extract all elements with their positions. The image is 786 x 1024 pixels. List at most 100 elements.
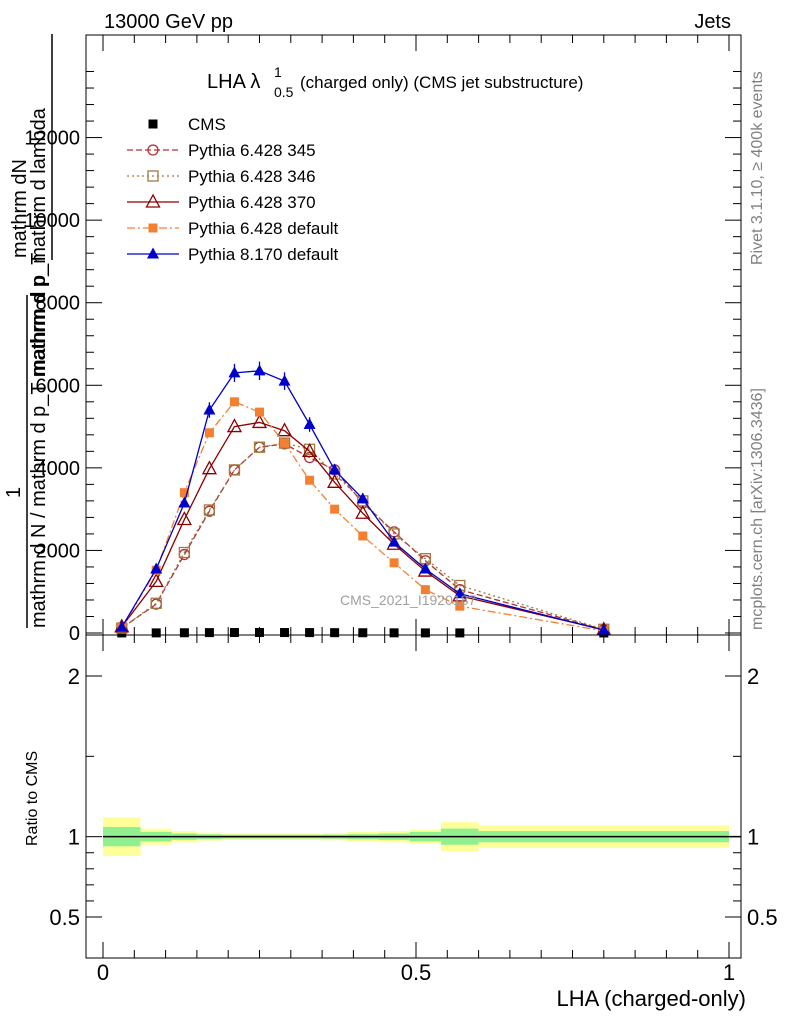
series-point-2 (228, 464, 241, 476)
ratio-bands (103, 817, 741, 856)
series-point-2 (253, 441, 266, 453)
main-ticks: 0 2000 4000 6000 8000 10000 12000 (24, 35, 741, 645)
legend-label: Pythia 6.428 345 (188, 141, 316, 160)
series-point-2 (203, 504, 216, 516)
series-point-5 (178, 496, 191, 508)
series-point-5 (303, 418, 316, 430)
legend-marker (147, 170, 159, 182)
series-point-3 (327, 473, 343, 488)
series-point-4 (255, 407, 264, 417)
series-point-5 (228, 366, 241, 378)
chart-watermark: CMS_2021_I1920187 (340, 592, 476, 608)
series-point-4 (330, 504, 340, 514)
series-line-4 (121, 401, 604, 632)
header-left: 13000 GeV pp (104, 11, 233, 33)
ratio-xtick-label: 0.5 (401, 960, 432, 985)
title-main: LHA λ (207, 71, 260, 93)
series-point-2 (178, 546, 191, 559)
ratio-xtick-label: 0 (97, 960, 109, 985)
series-point-5 (115, 620, 128, 632)
ratio-ytick-label-right: 2 (747, 664, 759, 689)
legend-label: Pythia 8.170 default (188, 245, 339, 264)
series-point-0 (305, 628, 315, 638)
ratio-ylabel: Ratio to CMS (24, 751, 41, 846)
series-point-4 (179, 488, 189, 498)
title-rest: (charged only) (CMS jet substructure) (300, 73, 583, 92)
legend-marker (147, 144, 159, 156)
main-ytick-label: 12000 (24, 128, 80, 150)
main-ylabel: mathrm dN mathrm d p_mathrm d lambda 1 m… (3, 34, 53, 628)
rivet-label: Rivet 3.1.10, ≥ 400k events (749, 71, 766, 265)
ratio-ytick-label: 2 (68, 664, 80, 689)
ratio-ytick-label-right: 1 (747, 825, 759, 850)
chart-title: LHA λ 1 0.5 (charged only) (CMS jet subs… (207, 64, 583, 100)
ratio-ytick-label: 0.5 (49, 905, 80, 930)
series-point-0 (204, 628, 214, 638)
ratio-ytick-label-right: 0.5 (747, 905, 778, 930)
ylabel-top2: mathrm d p_mathrm d lambda (28, 107, 50, 376)
series-point-5 (388, 535, 401, 547)
ratio-ytick-label: 1 (68, 825, 80, 850)
series-point-4 (305, 475, 315, 485)
series-point-5 (419, 562, 432, 574)
series-point-0 (255, 628, 264, 638)
series-point-2 (150, 597, 162, 609)
main-ytick-label: 6000 (36, 375, 81, 397)
legend-marker (147, 247, 159, 259)
legend-label: Pythia 6.428 default (188, 219, 339, 238)
series-point-0 (179, 628, 189, 638)
series-point-4 (204, 428, 214, 438)
title-sub: 0.5 (274, 84, 294, 100)
main-series (114, 361, 612, 638)
legend-marker (148, 223, 158, 233)
ratio-xtick-label: 1 (723, 960, 735, 985)
main-ytick-label: 0 (69, 623, 80, 645)
series-point-0 (455, 628, 465, 638)
svg-text:LHA λ: LHA λ (207, 71, 260, 93)
series-point-4 (229, 397, 239, 407)
main-ytick-label: 2000 (36, 540, 81, 562)
series-point-2 (278, 437, 291, 449)
series-point-5 (597, 623, 610, 635)
mcplots-label: mcplots.cern.ch [arXiv:1306.3436] (749, 388, 766, 630)
series-point-3 (276, 422, 293, 437)
series-point-0 (151, 628, 161, 638)
series-point-3 (355, 504, 371, 519)
ylabel-one: 1 (3, 487, 25, 498)
series-line-3 (121, 421, 604, 631)
series-point-0 (330, 628, 340, 638)
series-point-5 (253, 364, 266, 376)
series-point-5 (203, 403, 216, 415)
series-point-0 (229, 628, 239, 638)
series-point-0 (420, 628, 430, 638)
legend-label: Pythia 6.428 370 (188, 193, 316, 212)
series-point-4 (389, 558, 399, 568)
legend-marker (148, 119, 158, 129)
series-point-1 (228, 464, 241, 476)
series-point-4 (358, 531, 368, 541)
ylabel-bottom: mathrm d N / mathrm d p_T mathrm d p_T (28, 253, 50, 628)
series-point-3 (148, 573, 164, 588)
main-ytick-label: 10000 (24, 210, 80, 232)
legend-label: CMS (188, 115, 226, 134)
ratio-xlabel: LHA (charged-only) (556, 986, 746, 1011)
ylabel-top: mathrm dN (9, 159, 31, 258)
series-point-5 (328, 463, 341, 475)
series-point-4 (455, 601, 465, 611)
series-point-0 (389, 628, 399, 638)
ratio-frame (85, 634, 742, 959)
series-point-3 (201, 460, 218, 475)
header-right: Jets (694, 11, 731, 33)
series-point-5 (453, 587, 466, 599)
main-ytick-label: 4000 (36, 458, 81, 480)
legend-marker (145, 193, 161, 208)
main-frame (85, 34, 742, 636)
ratio-ticks: 0.5 0.5 1 1 2 2 0 0.5 1 (49, 635, 778, 985)
series-point-4 (280, 438, 290, 448)
ratio-panel: 0.5 0.5 1 1 2 2 0 0.5 1 Ratio to CMS LHA (charge… (24, 634, 778, 1011)
main-panel: 0 2000 4000 6000 8000 10000 12000 CMS_2021_I19… (24, 34, 742, 645)
title-sup: 1 (274, 64, 282, 80)
series-point-5 (278, 374, 291, 386)
series-point-0 (280, 628, 290, 638)
